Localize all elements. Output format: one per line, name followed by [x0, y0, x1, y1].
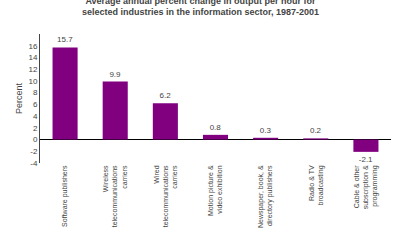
svg-text:Cable & othersubscription &pro: Cable & othersubscription &programming: [353, 165, 379, 210]
svg-text:0.8: 0.8: [210, 123, 222, 132]
svg-text:6.2: 6.2: [160, 91, 172, 100]
svg-text:16: 16: [28, 42, 37, 51]
svg-text:14: 14: [28, 53, 37, 62]
svg-text:0.2: 0.2: [310, 126, 322, 135]
svg-text:-2: -2: [30, 147, 38, 156]
svg-text:12: 12: [28, 65, 37, 74]
svg-text:Newspaper, book, &directory pu: Newspaper, book, &directory publishers: [257, 165, 274, 228]
svg-text:0.3: 0.3: [260, 126, 272, 135]
svg-text:9.9: 9.9: [109, 70, 121, 79]
svg-text:2: 2: [33, 124, 38, 133]
svg-text:-2.1: -2.1: [359, 155, 373, 164]
svg-text:15.7: 15.7: [57, 35, 73, 44]
svg-text:Motion picture &video exhibiti: Motion picture &video exhibition: [207, 165, 223, 216]
svg-text:Radio & TVbroadcasting: Radio & TVbroadcasting: [308, 165, 325, 205]
svg-text:Wiredtelecommunicationscarrier: Wiredtelecommunicationscarriers: [153, 165, 178, 227]
svg-text:6: 6: [33, 100, 38, 109]
svg-text:0: 0: [33, 135, 38, 144]
svg-text:-4: -4: [30, 159, 38, 168]
svg-text:Percent: Percent: [14, 82, 24, 114]
svg-text:Average annual percent change: Average annual percent change in output …: [82, 0, 319, 17]
svg-text:8: 8: [33, 88, 38, 97]
svg-text:10: 10: [28, 77, 37, 86]
svg-text:Wirelesstelecommunicationscarr: Wirelesstelecommunicationscarriers: [102, 165, 127, 227]
svg-text:4: 4: [33, 112, 38, 121]
svg-text:Software publishers: Software publishers: [61, 165, 69, 227]
